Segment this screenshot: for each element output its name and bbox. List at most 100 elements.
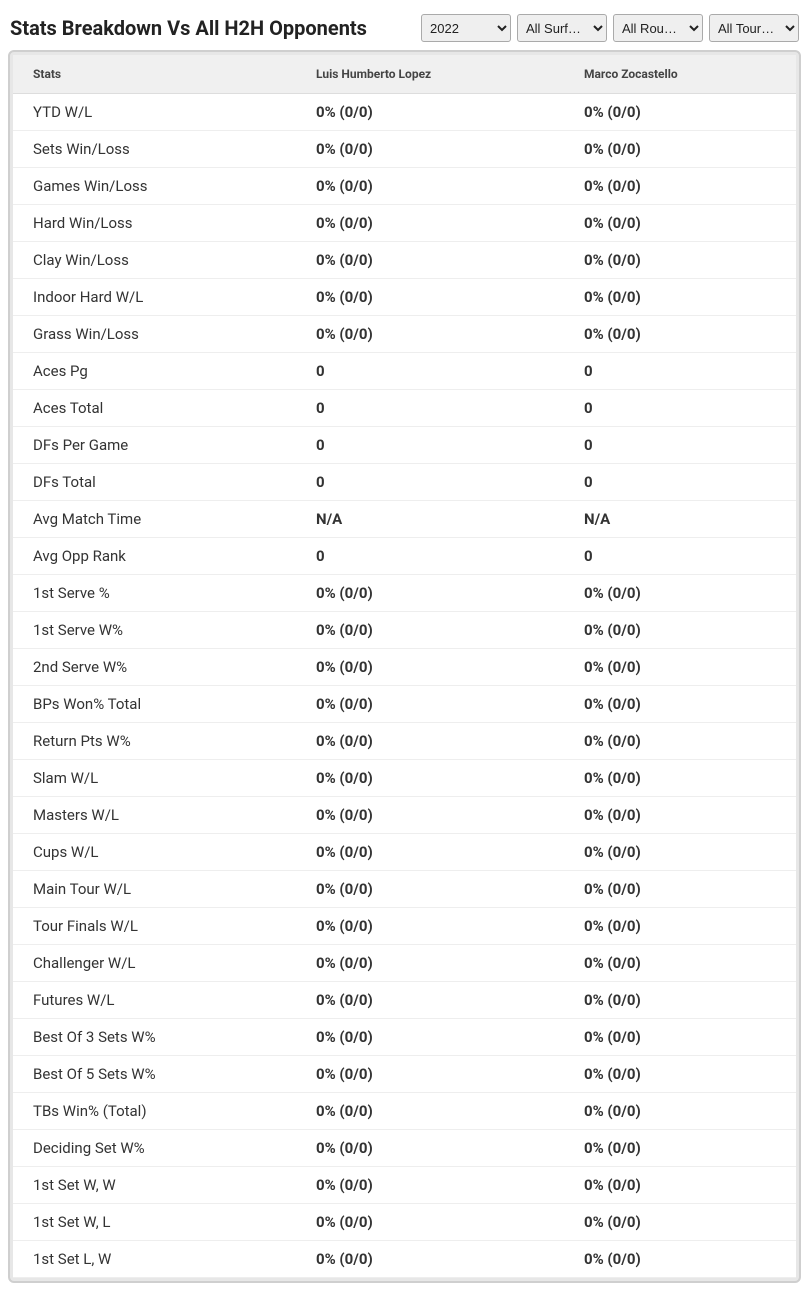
player2-value: 0% (0/0): [564, 686, 796, 723]
stat-label: Aces Total: [13, 390, 296, 427]
player1-value: 0% (0/0): [296, 168, 564, 205]
player1-value: 0% (0/0): [296, 131, 564, 168]
player2-value: 0% (0/0): [564, 945, 796, 982]
player1-value: N/A: [296, 501, 564, 538]
player1-value: 0: [296, 464, 564, 501]
table-row: Tour Finals W/L0% (0/0)0% (0/0): [13, 908, 796, 945]
table-row: Deciding Set W%0% (0/0)0% (0/0): [13, 1130, 796, 1167]
player1-value: 0: [296, 353, 564, 390]
table-row: Aces Total00: [13, 390, 796, 427]
player1-value: 0% (0/0): [296, 1093, 564, 1130]
player2-value: 0: [564, 464, 796, 501]
col-header-player1: Luis Humberto Lopez: [296, 55, 564, 94]
player2-value: 0% (0/0): [564, 131, 796, 168]
player1-value: 0% (0/0): [296, 982, 564, 1019]
player1-value: 0% (0/0): [296, 242, 564, 279]
player1-value: 0% (0/0): [296, 1204, 564, 1241]
table-row: Return Pts W%0% (0/0)0% (0/0): [13, 723, 796, 760]
table-row: Aces Pg00: [13, 353, 796, 390]
stat-label: Deciding Set W%: [13, 1130, 296, 1167]
stat-label: YTD W/L: [13, 94, 296, 131]
player2-value: 0% (0/0): [564, 1167, 796, 1204]
table-row: 1st Set W, L0% (0/0)0% (0/0): [13, 1204, 796, 1241]
player2-value: 0% (0/0): [564, 871, 796, 908]
player2-value: 0: [564, 427, 796, 464]
table-row: 1st Serve W%0% (0/0)0% (0/0): [13, 612, 796, 649]
stat-label: Clay Win/Loss: [13, 242, 296, 279]
table-row: Clay Win/Loss0% (0/0)0% (0/0): [13, 242, 796, 279]
page-title: Stats Breakdown Vs All H2H Opponents: [10, 16, 367, 40]
table-row: Futures W/L0% (0/0)0% (0/0): [13, 982, 796, 1019]
stat-label: Best Of 3 Sets W%: [13, 1019, 296, 1056]
player2-value: 0: [564, 390, 796, 427]
player1-value: 0% (0/0): [296, 945, 564, 982]
table-row: Best Of 3 Sets W%0% (0/0)0% (0/0): [13, 1019, 796, 1056]
table-row: DFs Per Game00: [13, 427, 796, 464]
player2-value: 0: [564, 538, 796, 575]
table-row: Avg Match TimeN/AN/A: [13, 501, 796, 538]
table-row: 1st Set L, W0% (0/0)0% (0/0): [13, 1241, 796, 1278]
tour-select[interactable]: All Tour…: [709, 14, 799, 42]
player2-value: 0% (0/0): [564, 723, 796, 760]
player1-value: 0% (0/0): [296, 649, 564, 686]
table-row: Hard Win/Loss0% (0/0)0% (0/0): [13, 205, 796, 242]
table-row: Indoor Hard W/L0% (0/0)0% (0/0): [13, 279, 796, 316]
filters: 2022 All Surf… All Rou… All Tour…: [421, 14, 799, 42]
round-select[interactable]: All Rou…: [613, 14, 703, 42]
stat-label: Games Win/Loss: [13, 168, 296, 205]
stats-table-container: Stats Luis Humberto Lopez Marco Zocastel…: [8, 50, 801, 1283]
player1-value: 0% (0/0): [296, 575, 564, 612]
player1-value: 0% (0/0): [296, 908, 564, 945]
table-row: Sets Win/Loss0% (0/0)0% (0/0): [13, 131, 796, 168]
header-row: Stats Breakdown Vs All H2H Opponents 202…: [8, 8, 801, 50]
player2-value: 0% (0/0): [564, 316, 796, 353]
stat-label: Main Tour W/L: [13, 871, 296, 908]
stat-label: Grass Win/Loss: [13, 316, 296, 353]
player1-value: 0% (0/0): [296, 686, 564, 723]
player2-value: 0% (0/0): [564, 760, 796, 797]
player1-value: 0% (0/0): [296, 760, 564, 797]
player1-value: 0% (0/0): [296, 834, 564, 871]
stat-label: 1st Set W, W: [13, 1167, 296, 1204]
player2-value: 0% (0/0): [564, 982, 796, 1019]
table-row: BPs Won% Total0% (0/0)0% (0/0): [13, 686, 796, 723]
stat-label: Masters W/L: [13, 797, 296, 834]
player2-value: 0% (0/0): [564, 1056, 796, 1093]
player2-value: 0% (0/0): [564, 1130, 796, 1167]
player2-value: 0% (0/0): [564, 1204, 796, 1241]
stat-label: Slam W/L: [13, 760, 296, 797]
stat-label: Best Of 5 Sets W%: [13, 1056, 296, 1093]
col-header-stats: Stats: [13, 55, 296, 94]
player1-value: 0% (0/0): [296, 94, 564, 131]
table-row: Challenger W/L0% (0/0)0% (0/0): [13, 945, 796, 982]
table-row: Slam W/L0% (0/0)0% (0/0): [13, 760, 796, 797]
stat-label: 2nd Serve W%: [13, 649, 296, 686]
table-row: 1st Serve %0% (0/0)0% (0/0): [13, 575, 796, 612]
stat-label: TBs Win% (Total): [13, 1093, 296, 1130]
surface-select[interactable]: All Surf…: [517, 14, 607, 42]
stat-label: Hard Win/Loss: [13, 205, 296, 242]
player2-value: 0% (0/0): [564, 242, 796, 279]
table-row: Avg Opp Rank00: [13, 538, 796, 575]
col-header-player2: Marco Zocastello: [564, 55, 796, 94]
year-select[interactable]: 2022: [421, 14, 511, 42]
table-row: Grass Win/Loss0% (0/0)0% (0/0): [13, 316, 796, 353]
table-row: Main Tour W/L0% (0/0)0% (0/0): [13, 871, 796, 908]
table-row: 2nd Serve W%0% (0/0)0% (0/0): [13, 649, 796, 686]
stat-label: Avg Match Time: [13, 501, 296, 538]
stat-label: Return Pts W%: [13, 723, 296, 760]
player1-value: 0% (0/0): [296, 316, 564, 353]
stat-label: Tour Finals W/L: [13, 908, 296, 945]
player2-value: 0: [564, 353, 796, 390]
table-row: Games Win/Loss0% (0/0)0% (0/0): [13, 168, 796, 205]
player1-value: 0: [296, 427, 564, 464]
player1-value: 0% (0/0): [296, 723, 564, 760]
table-row: YTD W/L0% (0/0)0% (0/0): [13, 94, 796, 131]
stat-label: 1st Serve W%: [13, 612, 296, 649]
player2-value: 0% (0/0): [564, 168, 796, 205]
player1-value: 0% (0/0): [296, 612, 564, 649]
stat-label: 1st Set L, W: [13, 1241, 296, 1278]
player1-value: 0% (0/0): [296, 797, 564, 834]
player1-value: 0% (0/0): [296, 871, 564, 908]
player2-value: 0% (0/0): [564, 279, 796, 316]
